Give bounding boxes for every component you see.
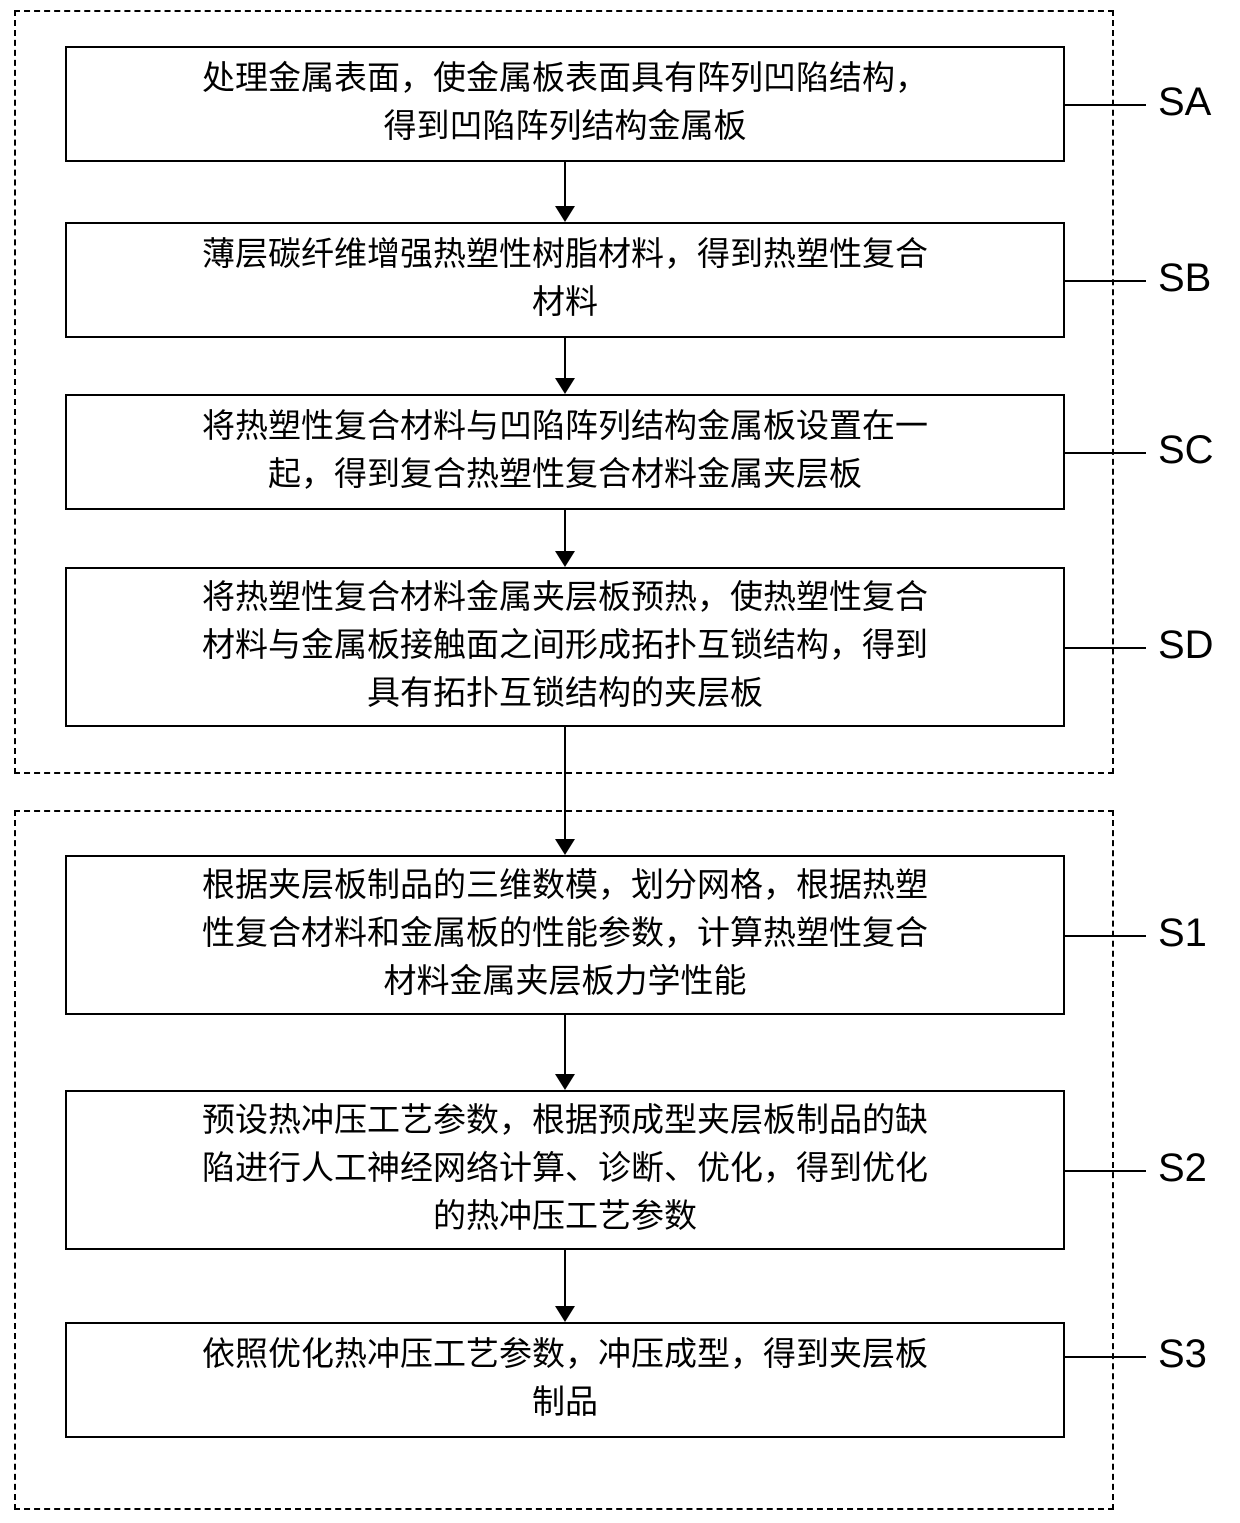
- step-sc-connector: [1065, 452, 1146, 454]
- step-s1-label: S1: [1158, 911, 1207, 956]
- arrow-3-shaft: [564, 727, 566, 839]
- step-sc-box: 将热塑性复合材料与凹陷阵列结构金属板设置在一 起，得到复合热塑性复合材料金属夹层…: [65, 394, 1065, 510]
- arrow-5-shaft: [564, 1250, 566, 1306]
- step-s3-text: 依照优化热冲压工艺参数，冲压成型，得到夹层板 制品: [202, 1332, 928, 1428]
- arrow-0-head: [555, 206, 575, 222]
- step-s3-connector: [1065, 1356, 1146, 1358]
- step-s2-text: 预设热冲压工艺参数，根据预成型夹层板制品的缺 陷进行人工神经网络计算、诊断、优化…: [202, 1098, 928, 1242]
- step-s3-label: S3: [1158, 1332, 1207, 1377]
- step-s2-connector: [1065, 1170, 1146, 1172]
- step-s1-box: 根据夹层板制品的三维数模，划分网格，根据热塑 性复合材料和金属板的性能参数，计算…: [65, 855, 1065, 1015]
- step-sb-label: SB: [1158, 256, 1211, 301]
- step-sd-box: 将热塑性复合材料金属夹层板预热，使热塑性复合 材料与金属板接触面之间形成拓扑互锁…: [65, 567, 1065, 727]
- arrow-4-shaft: [564, 1015, 566, 1074]
- step-sb-box: 薄层碳纤维增强热塑性树脂材料，得到热塑性复合 材料: [65, 222, 1065, 338]
- step-sa-box: 处理金属表面，使金属板表面具有阵列凹陷结构， 得到凹陷阵列结构金属板: [65, 46, 1065, 162]
- step-sd-connector: [1065, 647, 1146, 649]
- arrow-1-head: [555, 378, 575, 394]
- flowchart-canvas: 处理金属表面，使金属板表面具有阵列凹陷结构， 得到凹陷阵列结构金属板 SA 薄层…: [0, 0, 1240, 1523]
- step-sb-text: 薄层碳纤维增强热塑性树脂材料，得到热塑性复合 材料: [202, 232, 928, 328]
- step-sc-label: SC: [1158, 428, 1214, 473]
- arrow-3-head: [555, 839, 575, 855]
- step-sc-text: 将热塑性复合材料与凹陷阵列结构金属板设置在一 起，得到复合热塑性复合材料金属夹层…: [202, 404, 928, 500]
- step-s2-label: S2: [1158, 1146, 1207, 1191]
- step-sa-label: SA: [1158, 80, 1211, 125]
- step-sa-text: 处理金属表面，使金属板表面具有阵列凹陷结构， 得到凹陷阵列结构金属板: [202, 56, 928, 152]
- step-sa-connector: [1065, 104, 1146, 106]
- arrow-0-shaft: [564, 162, 566, 206]
- step-sd-label: SD: [1158, 623, 1214, 668]
- step-s1-text: 根据夹层板制品的三维数模，划分网格，根据热塑 性复合材料和金属板的性能参数，计算…: [202, 863, 928, 1007]
- step-sd-text: 将热塑性复合材料金属夹层板预热，使热塑性复合 材料与金属板接触面之间形成拓扑互锁…: [202, 575, 928, 719]
- arrow-2-head: [555, 551, 575, 567]
- arrow-5-head: [555, 1306, 575, 1322]
- arrow-4-head: [555, 1074, 575, 1090]
- step-s3-box: 依照优化热冲压工艺参数，冲压成型，得到夹层板 制品: [65, 1322, 1065, 1438]
- arrow-2-shaft: [564, 510, 566, 551]
- step-s1-connector: [1065, 935, 1146, 937]
- step-s2-box: 预设热冲压工艺参数，根据预成型夹层板制品的缺 陷进行人工神经网络计算、诊断、优化…: [65, 1090, 1065, 1250]
- step-sb-connector: [1065, 280, 1146, 282]
- arrow-1-shaft: [564, 338, 566, 378]
